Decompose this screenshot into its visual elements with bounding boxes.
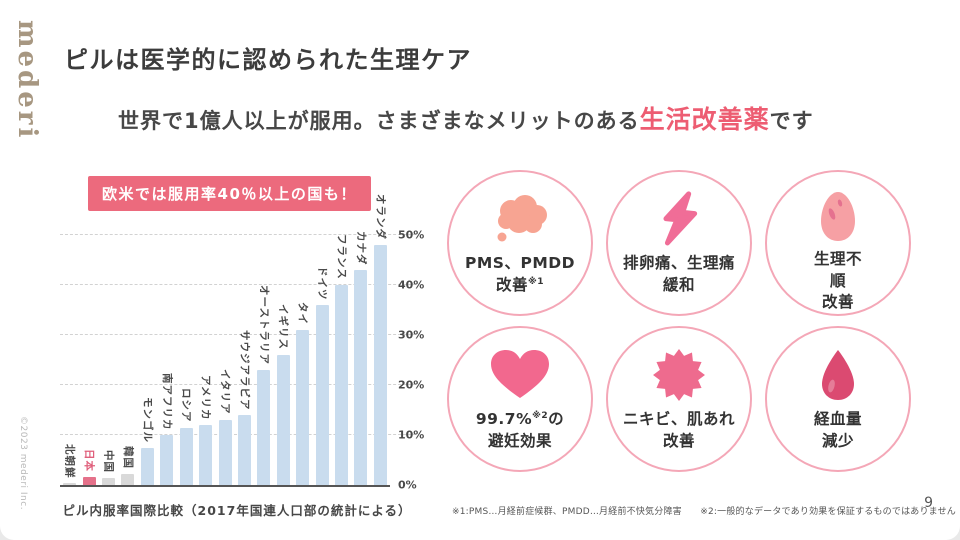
chart-bar: [218, 420, 232, 485]
chart-bar-label: 北朝鮮: [63, 443, 76, 479]
chart-bar: [82, 477, 96, 485]
benefit-circle-5: ニキビ、肌あれ 改善: [606, 326, 752, 472]
lightning-bolt-icon: [658, 187, 700, 251]
page-title: ピルは医学的に認められた生理ケア: [64, 46, 472, 74]
chart-bar-label: イタリア: [219, 369, 231, 415]
footnote-marker: ※2: [532, 410, 549, 421]
chart-bar: [160, 435, 174, 485]
blood-drop-icon: [820, 343, 856, 407]
chart-bar-label: アメリカ: [199, 374, 212, 420]
benefit-label: PMS、PMDD 改善※1: [465, 254, 575, 294]
pill-usage-chart-plot: 0% 10% 20% 30% 40% 50% 北朝鮮 日本 中国 韓国 モンゴル 南アフリカ ロシア アメ…: [60, 194, 424, 492]
chart-bar-label: フランス: [335, 234, 348, 280]
chart-bar: [179, 427, 193, 485]
chart-bar: [199, 425, 213, 485]
gridline-20%: [60, 384, 416, 385]
benefit-circle-4: 99.7%※2の 避妊効果: [447, 326, 593, 472]
subtitle: 世界で1億人以上が服用。さまざまなメリットのある生活改善薬です: [118, 100, 814, 136]
chart-bar-label: タイ: [296, 302, 309, 325]
chart-bar-label: オランダ: [374, 194, 387, 240]
chart-bar-label: 韓国: [121, 445, 134, 469]
y-axis-tick-label: 50%: [398, 228, 425, 242]
usage-rate-badge: 欧米では服用率40％以上の国も！: [88, 176, 371, 211]
chart-bar-label: ロシア: [180, 388, 193, 423]
chart-bar-label: 南アフリカ: [160, 372, 173, 431]
benefit-label: ニキビ、肌あれ 改善: [622, 410, 735, 450]
benefit-circle-6: 経血量 減少: [765, 326, 911, 472]
page-number: 9: [924, 495, 933, 511]
chart-bar-label: カナダ: [354, 230, 367, 266]
subtitle-pre: 世界で1億人以上が服用。さまざまなメリットのある: [118, 109, 640, 133]
footnote: ※1:PMS…月経前症候群、PMDD…月経前不快気分障害 ※2:一般的なデータで…: [452, 507, 956, 517]
chart-bar: [315, 305, 329, 485]
chart-bar: [296, 330, 310, 485]
thought-cloud-icon: [489, 187, 551, 251]
chart-bar: [63, 483, 77, 485]
subtitle-highlight: 生活改善薬: [639, 105, 770, 134]
gridline-40%: [60, 284, 416, 285]
gridline-50%: [60, 234, 416, 235]
chart-bar: [140, 447, 154, 485]
subtitle-post: です: [769, 109, 814, 133]
y-axis-tick-label: 0%: [398, 478, 417, 492]
chart-bar: [276, 355, 290, 485]
benefit-circle-1: PMS、PMDD 改善※1: [447, 170, 593, 316]
chart-bar-label: オーストラリア: [257, 285, 270, 365]
benefits-grid: PMS、PMDD 改善※1 排卵痛、生理痛 緩和 生理不順改善 99.7%※2の 避妊効果 ニ…: [447, 170, 911, 472]
benefit-label: 99.7%※2の 避妊効果: [475, 410, 565, 450]
chart-bar: [237, 415, 251, 485]
benefit-circle-3: 生理不順改善: [765, 170, 911, 316]
chart-bar: [373, 245, 387, 485]
benefit-circle-2: 排卵痛、生理痛 緩和: [606, 170, 752, 316]
y-axis-tick-label: 10%: [398, 428, 425, 442]
y-axis-tick-label: 40%: [398, 278, 425, 292]
chart-bar: [334, 285, 348, 485]
chart-bar-label: イギリス: [277, 304, 290, 350]
y-axis-tick-label: 30%: [398, 328, 425, 342]
y-axis-tick-label: 20%: [398, 378, 425, 392]
chart-bar: [354, 270, 368, 485]
chart-bar-label: ドイツ: [316, 265, 329, 301]
benefit-label: 排卵痛、生理痛 緩和: [622, 254, 735, 294]
starburst-icon: [652, 343, 706, 407]
heart-icon: [489, 343, 551, 407]
chart-bar-label: 中国: [102, 450, 115, 473]
chart-bar: [121, 473, 135, 485]
gridline-30%: [60, 334, 416, 335]
chart-bar: [102, 478, 116, 485]
mederi-logo: mederi: [12, 20, 42, 141]
chart-caption: ピル内服率国際比較（2017年国連人口部の統計による）: [62, 503, 412, 518]
chart-bar: [257, 370, 271, 485]
benefit-label: 経血量 減少: [813, 410, 862, 450]
chart-bar-label: 日本: [83, 449, 96, 472]
copyright-text: ©2023 mederi Inc.: [18, 416, 28, 511]
footnote-marker: ※1: [528, 276, 545, 287]
egg-icon: [818, 187, 858, 247]
chart-bar-label: サウジアラビア: [238, 329, 251, 411]
benefit-label: 生理不順改善: [813, 249, 862, 312]
chart-bar-label: モンゴル: [141, 396, 154, 443]
